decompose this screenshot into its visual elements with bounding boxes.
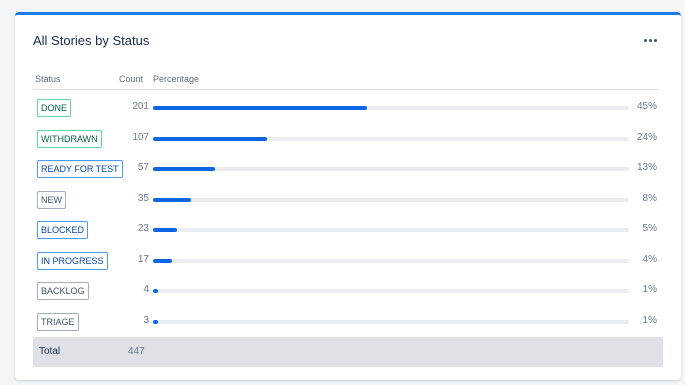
percentage-bar-track	[153, 319, 629, 324]
percentage-bar-fill	[153, 197, 191, 202]
card-title: All Stories by Status	[33, 33, 150, 48]
percentage-bar-fill	[153, 228, 177, 232]
percentage-bar-fill	[153, 106, 367, 110]
percentage-bar-track	[153, 106, 629, 110]
total-count: 447	[128, 346, 145, 357]
row-count[interactable]: 3	[143, 314, 149, 326]
row-percentage: 45%	[636, 101, 657, 112]
row-percentage: 5%	[642, 223, 657, 234]
percentage-bar-track	[153, 136, 629, 141]
percentage-bar-fill	[153, 136, 267, 141]
row-count[interactable]: 107	[132, 131, 149, 143]
percentage-bar-fill	[153, 289, 158, 293]
row-percentage: 1%	[642, 314, 657, 326]
percentage-bar-track	[153, 167, 629, 171]
row-count[interactable]: 35	[137, 192, 149, 204]
status-lozenge[interactable]: IN PROGRESS	[37, 251, 108, 270]
table-row: WITHDRAWN 107 24%	[33, 124, 659, 154]
status-lozenge[interactable]: WITHDRAWN	[37, 129, 102, 148]
more-horizontal-icon	[643, 38, 647, 42]
percentage-bar-fill	[153, 319, 158, 324]
table-row: TRIAGE 3 1%	[33, 307, 659, 337]
percentage-bar-track	[153, 228, 629, 232]
percentage-bar-track	[153, 258, 629, 263]
status-lozenge[interactable]: NEW	[37, 190, 66, 209]
header-percentage: Percentage	[153, 74, 200, 84]
table-row: IN PROGRESS 17 4%	[33, 246, 659, 276]
status-lozenge[interactable]: BACKLOG	[37, 282, 89, 300]
table-row: DONE 201 45%	[33, 93, 659, 123]
table-row: BACKLOG 4 1%	[33, 276, 659, 306]
status-lozenge[interactable]: READY FOR TEST	[37, 160, 123, 178]
status-lozenge[interactable]: TRIAGE	[37, 312, 79, 331]
total-row: Total 447	[33, 337, 663, 367]
percentage-bar-fill	[153, 167, 215, 171]
total-label: Total	[39, 346, 61, 357]
table-row: BLOCKED 23 5%	[33, 215, 659, 245]
table-header: Status Count Percentage	[33, 73, 659, 90]
row-count[interactable]: 23	[137, 223, 149, 234]
more-options-button[interactable]	[637, 29, 663, 51]
status-lozenge[interactable]: BLOCKED	[37, 221, 89, 239]
table-row: READY FOR TEST 57 13%	[33, 154, 659, 184]
table-row: NEW 35 8%	[33, 185, 659, 215]
percentage-bar-fill	[153, 258, 172, 263]
row-count[interactable]: 201	[132, 101, 149, 112]
row-percentage: 8%	[642, 192, 657, 204]
percentage-bar-track	[153, 197, 629, 202]
row-count[interactable]: 4	[143, 284, 149, 295]
row-count[interactable]: 57	[137, 162, 149, 173]
header-count: Count	[119, 74, 144, 84]
row-count[interactable]: 17	[137, 253, 149, 265]
row-percentage: 24%	[636, 131, 657, 143]
stories-by-status-card: All Stories by Status Status Count Perce…	[15, 12, 681, 380]
row-percentage: 1%	[642, 284, 657, 295]
percentage-bar-track	[153, 289, 629, 293]
status-lozenge[interactable]: DONE	[37, 99, 72, 117]
row-percentage: 13%	[636, 162, 657, 173]
row-percentage: 4%	[642, 253, 657, 265]
header-status: Status	[35, 74, 61, 84]
